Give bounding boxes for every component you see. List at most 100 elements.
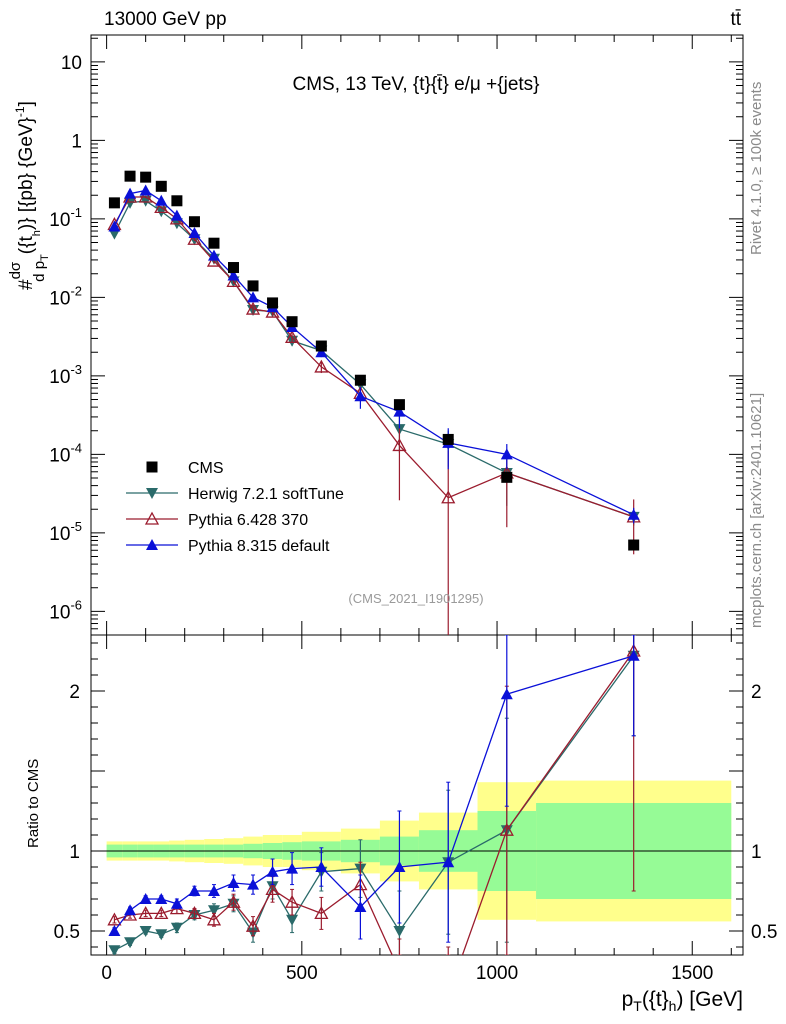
y-tick-exponent: -5 xyxy=(70,519,82,534)
ratio-tick-label-0.5: 0.5 xyxy=(54,922,80,943)
data-point xyxy=(139,184,152,196)
ratio-point xyxy=(108,925,121,936)
y-tick-exponent: -4 xyxy=(70,440,82,455)
energy-label: 13000 GeV pp xyxy=(104,9,227,30)
legend-label: Herwig 7.2.1 softTune xyxy=(188,486,344,503)
cms-point xyxy=(286,316,298,328)
legend-marker xyxy=(146,539,158,550)
data-point xyxy=(393,405,406,417)
ratio-point xyxy=(139,893,152,904)
data-point xyxy=(226,273,241,288)
ratio-tick-label-right-1: 1 xyxy=(751,842,762,863)
ratio-point xyxy=(286,862,299,874)
y-tick-label: 10 xyxy=(61,53,82,74)
ratio-point xyxy=(315,861,328,872)
data-point xyxy=(245,301,261,315)
cms-point xyxy=(501,471,513,483)
cms-data xyxy=(108,170,640,551)
ratio-point xyxy=(170,922,183,934)
ratio-point xyxy=(286,914,299,926)
ratio-point xyxy=(247,878,260,890)
analysis-id: (CMS_2021_I1901295) xyxy=(348,591,483,606)
ratio-point xyxy=(393,861,406,872)
ratio-tick-label-2: 2 xyxy=(69,682,80,703)
ratio-point xyxy=(393,926,406,937)
data-point xyxy=(627,508,640,520)
ratio-point xyxy=(442,856,455,868)
data-point xyxy=(247,291,260,303)
ratio-point xyxy=(187,906,202,920)
legend-marker xyxy=(144,511,160,525)
cms-point xyxy=(124,170,136,182)
cms-point xyxy=(108,197,120,209)
data-point xyxy=(284,329,300,343)
legend-label: Pythia 6.428 370 xyxy=(188,512,308,529)
rivet-label: Rivet 4.1.0, ≥ 100k events xyxy=(748,82,765,255)
data-point xyxy=(392,438,407,452)
data-point xyxy=(354,390,367,402)
y-tick-exponent: -3 xyxy=(70,362,82,377)
cms-point xyxy=(315,340,327,352)
cms-point xyxy=(188,216,200,228)
data-point xyxy=(124,187,137,199)
ratio-point xyxy=(265,882,280,896)
ratio-point xyxy=(207,905,220,917)
cms-point xyxy=(155,180,167,192)
ratio-point xyxy=(108,945,121,955)
ratio-point xyxy=(354,901,367,912)
y-tick-exponent: -2 xyxy=(70,283,82,298)
ratio-point xyxy=(266,865,279,877)
data-point xyxy=(155,194,168,206)
ratio-series-2 xyxy=(108,635,640,943)
x-tick-label-0: 0 xyxy=(101,963,112,984)
ratio-point xyxy=(227,877,240,888)
ratio-point xyxy=(314,906,329,920)
data-point xyxy=(441,490,456,504)
x-tick-label-1000: 1000 xyxy=(476,963,518,984)
ratio-point xyxy=(138,906,153,920)
y-tick-exponent: -1 xyxy=(70,205,82,220)
ratio-point xyxy=(499,822,514,836)
mcplots-label: mcplots.cern.ch [arXiv:2401.10621] xyxy=(748,393,765,628)
cms-point xyxy=(247,280,259,292)
axes: 0 500 1000 150010-610-510-410-310-210-11100… xyxy=(49,35,777,984)
ratio-point xyxy=(500,688,513,700)
data-point xyxy=(500,448,513,460)
x-tick-label-500: 500 xyxy=(286,963,318,984)
plot-title: CMS, 13 TeV, {t}{t̄} e/μ +{jets} xyxy=(292,74,539,95)
x-axis-label: pT({t}h) [GeV] xyxy=(622,988,743,1014)
y-tick-label: 1 xyxy=(71,131,82,152)
data-point xyxy=(315,346,328,358)
y-tick-exponent: -6 xyxy=(70,597,82,612)
data-point xyxy=(138,189,153,203)
data-point xyxy=(187,231,202,245)
ratio-point xyxy=(188,885,201,896)
cms-point xyxy=(267,297,279,309)
ratio-panel-frame xyxy=(90,634,744,956)
ratio-point xyxy=(226,894,241,908)
ratio-point xyxy=(170,897,183,909)
ratio-tick-label-right-2: 2 xyxy=(751,682,762,703)
data-point xyxy=(154,200,169,214)
legend: CMS Herwig 7.2.1 softTune Pythia 6.428 370… xyxy=(126,460,344,555)
ratio-tick-label-1: 1 xyxy=(69,842,80,863)
cms-point xyxy=(171,195,183,207)
ratio-point xyxy=(154,906,169,920)
ratio-point xyxy=(627,649,640,661)
ratio-point xyxy=(139,926,152,937)
ratio-line xyxy=(114,650,635,955)
cms-point xyxy=(208,237,220,249)
data-point xyxy=(314,359,329,373)
cms-point xyxy=(354,374,366,386)
data-point xyxy=(227,269,240,281)
data-point xyxy=(188,227,201,239)
x-tick-label-1500: 1500 xyxy=(671,963,713,984)
legend-marker xyxy=(146,461,158,473)
cms-point xyxy=(228,262,240,274)
ratio-point xyxy=(155,893,168,904)
ratio-point xyxy=(124,904,137,916)
legend-marker xyxy=(146,488,158,499)
legend-label: Pythia 8.315 default xyxy=(188,538,330,555)
process-label: tt̄ xyxy=(730,9,741,30)
cms-point xyxy=(442,433,454,445)
